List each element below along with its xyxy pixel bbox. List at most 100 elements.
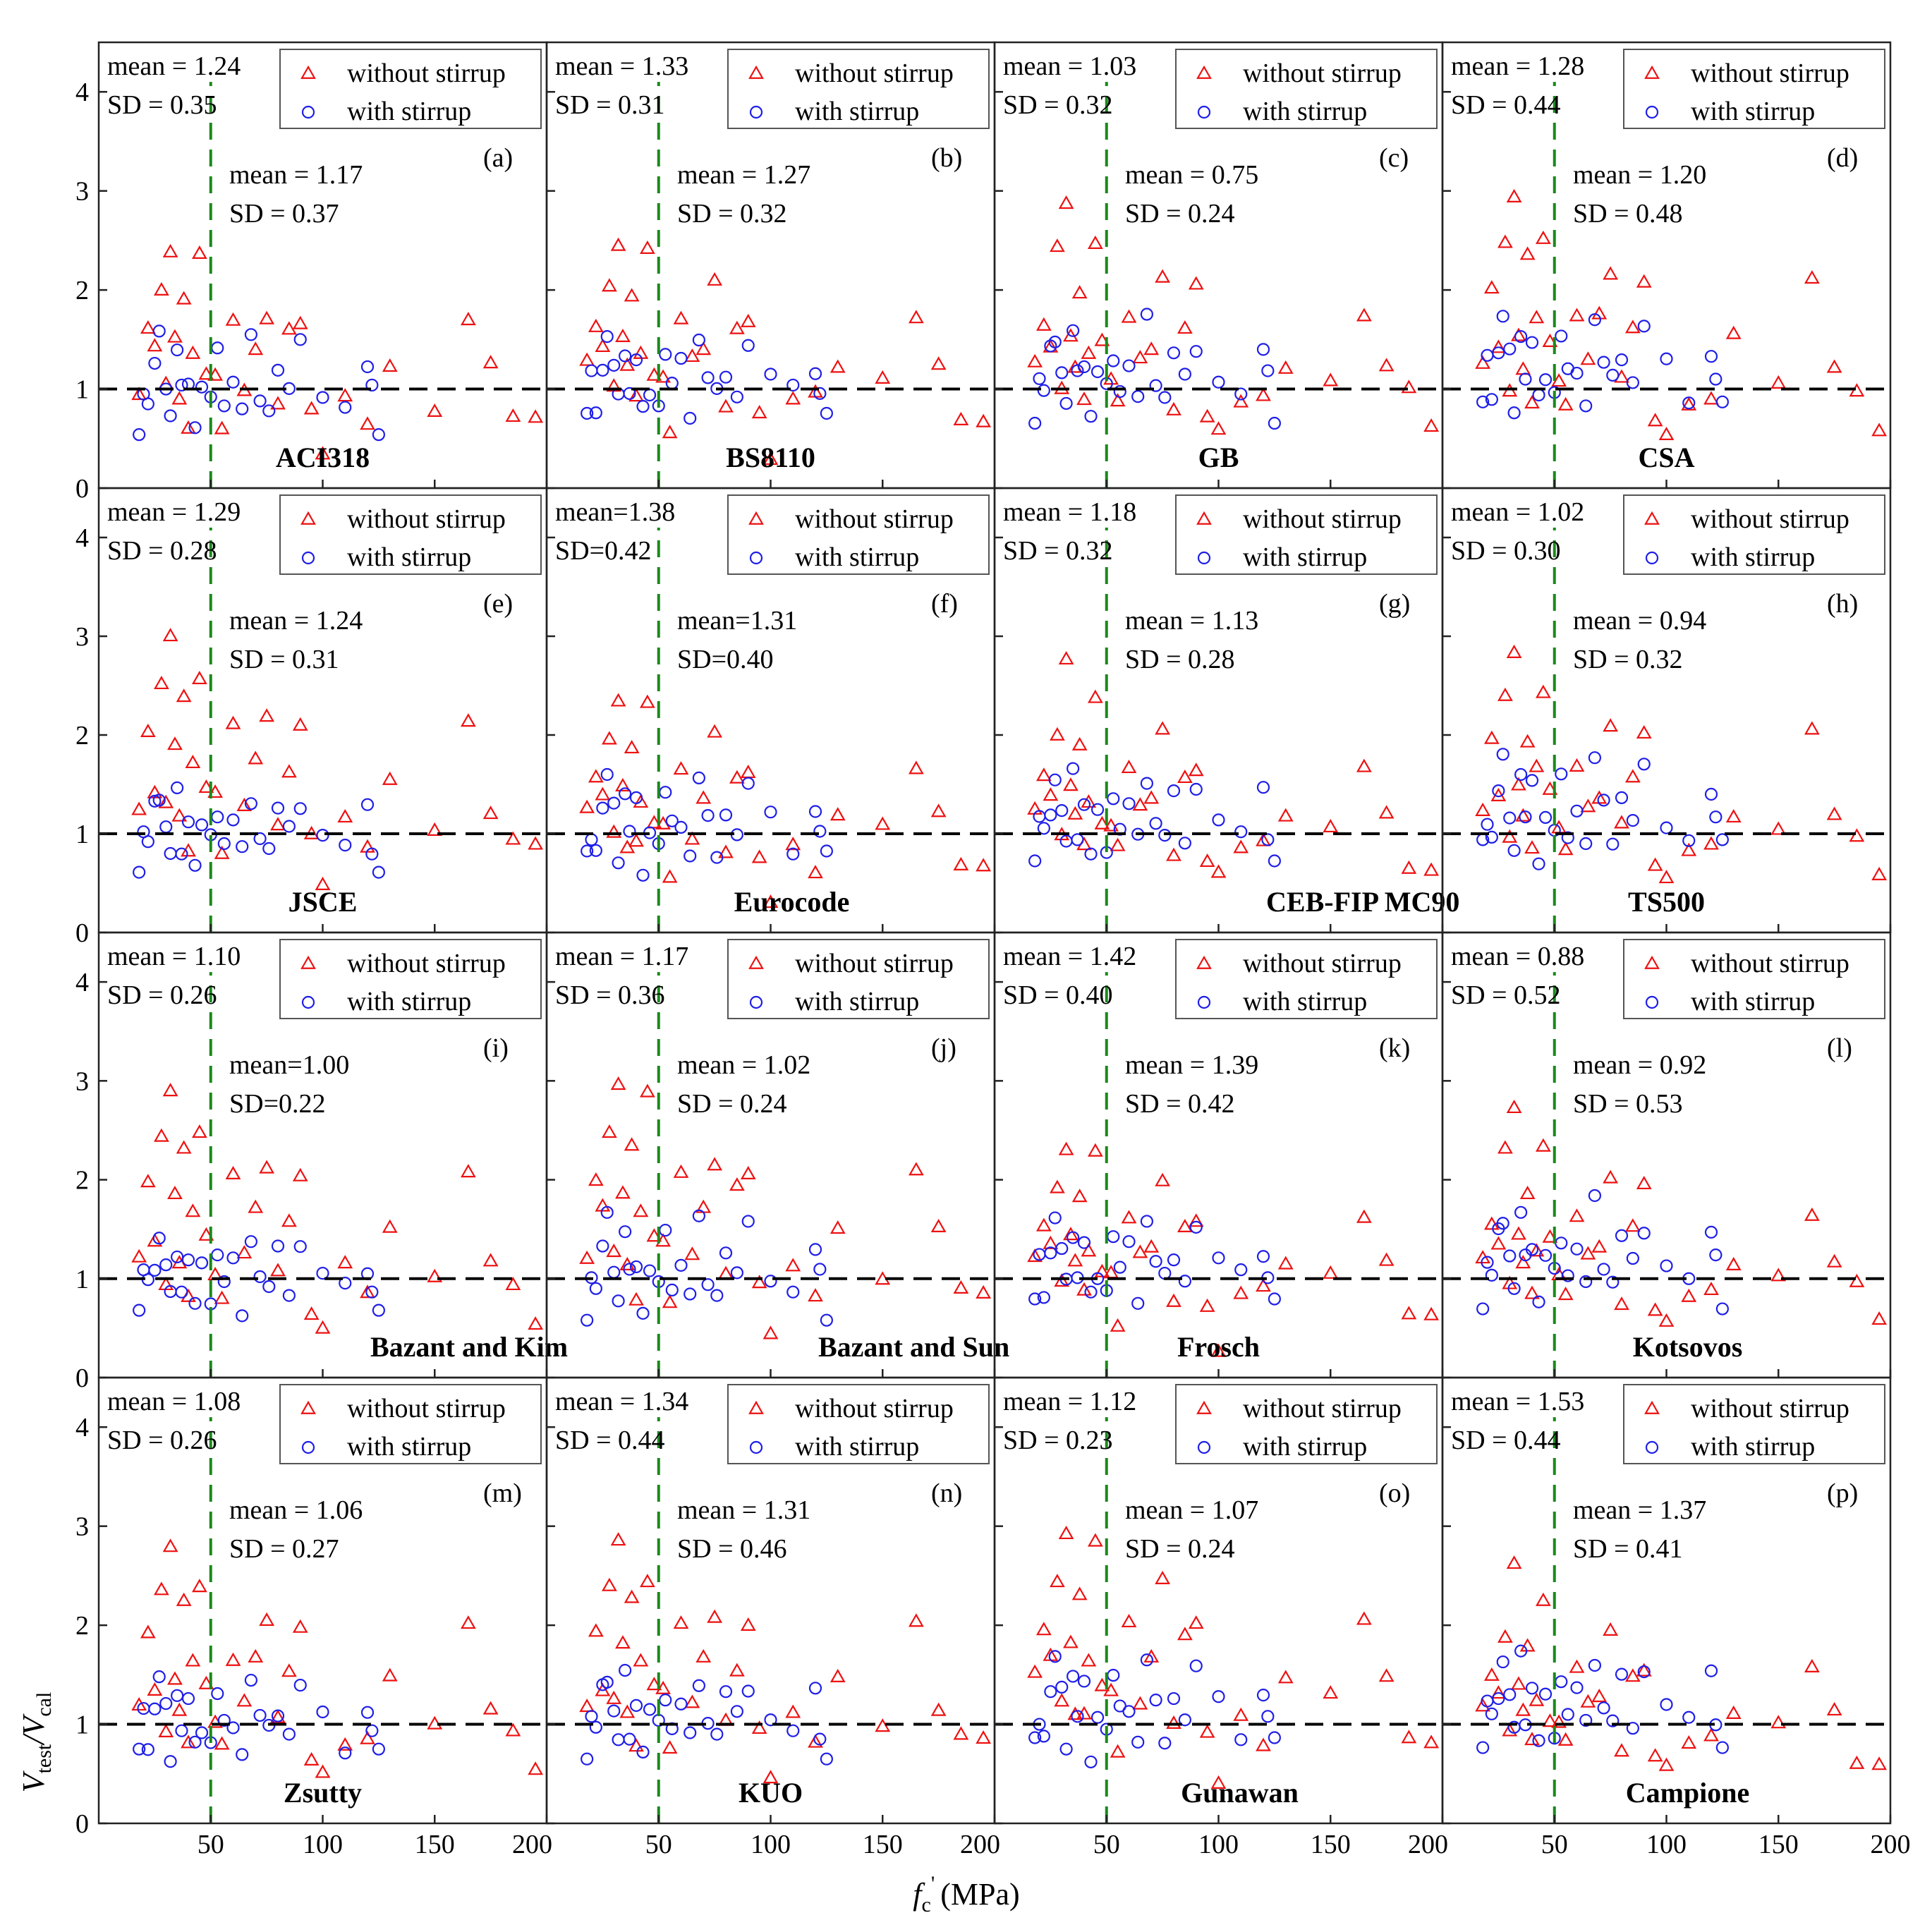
without-stirrup-point [1050,1574,1065,1588]
with-stirrup-point [1261,1710,1275,1723]
with-stirrup-point [293,333,307,346]
with-stirrup-point [1507,406,1521,420]
with-stirrup-point [1597,356,1610,369]
without-stirrup-point [482,806,499,820]
without-stirrup-point [482,1253,499,1267]
without-stirrup-point [1475,355,1491,369]
without-stirrup-point [1647,1302,1663,1316]
axis-annotations: Vtest/Vcal fc' (MPa) [16,1692,1020,1916]
without-stirrup-point [953,411,969,425]
without-stirrup-point [1256,387,1271,401]
mean-with-stirrup: mean = 1.06 [229,1495,363,1525]
legend-without-stirrup: without stirrup [347,59,506,88]
with-stirrup-point [1525,1243,1539,1256]
with-stirrup-point [1140,1215,1154,1228]
without-stirrup-point [1132,1696,1148,1710]
without-stirrup-point [748,65,764,79]
plot-area [1027,650,1440,878]
without-stirrup-point [248,341,264,356]
with-stirrup-point [1256,1250,1270,1263]
without-stirrup-point [427,822,443,836]
x-tick-label: 150 [1758,1830,1799,1859]
without-stirrup-point [1826,1701,1842,1716]
panel-e: 0 1 2 3 4 mean = 1.29 SD = 0.28 without stirrup… [75,487,548,948]
without-stirrup-point [1121,1210,1137,1224]
legend-with-stirrup: with stirrup [795,97,919,126]
with-stirrup-point [137,1701,150,1715]
plot-area [1475,188,1888,441]
with-stirrup-point [1234,387,1248,401]
without-stirrup-point [748,1400,764,1414]
without-stirrup-point [281,764,297,778]
with-stirrup-point [253,394,267,408]
with-stirrup-point [1055,366,1069,379]
without-stirrup-point [1497,1629,1513,1643]
without-stirrup-point [1515,1702,1531,1716]
without-stirrup-point [748,955,764,969]
with-stirrup-point [1715,395,1729,408]
with-stirrup-point [585,1710,598,1723]
without-stirrup-point [181,843,196,857]
with-stirrup-point [1637,1665,1651,1679]
with-stirrup-point [764,367,777,381]
with-stirrup-point [581,844,594,858]
panel-j: mean = 1.17 SD = 0.36 without stirrup with … [545,931,1009,1379]
with-stirrup-point [244,797,257,810]
without-stirrup-point [1166,847,1181,861]
with-stirrup-point [1189,782,1203,796]
without-stirrup-point [1277,808,1294,822]
sd-without-stirrup: SD = 0.40 [1003,980,1113,1010]
without-stirrup-point [185,754,201,769]
plot-area [1475,644,1888,884]
with-stirrup-point [1077,1675,1091,1688]
without-stirrup-point [1580,1694,1596,1708]
with-stirrup-point [1197,551,1211,565]
with-stirrup-point [820,406,833,420]
without-stirrup-point [225,1165,241,1179]
with-stirrup-point [1048,773,1062,786]
without-stirrup-point [154,1581,169,1596]
with-stirrup-point [1606,1275,1620,1289]
without-stirrup-point [1849,828,1865,842]
without-stirrup-point [167,1185,183,1200]
without-stirrup-point [1401,1730,1417,1744]
with-stirrup-point [211,1248,224,1262]
panel-label: (k) [1379,1033,1410,1063]
without-stirrup-point [718,399,734,413]
without-stirrup-point [191,245,207,259]
without-stirrup-point [662,869,678,883]
legend-without-stirrup: without stirrup [1243,59,1402,88]
with-stirrup-point [244,1235,257,1248]
with-stirrup-point [1626,376,1639,389]
without-stirrup-point [171,808,188,822]
with-stirrup-point [360,360,375,374]
with-stirrup-point [1071,1710,1084,1723]
without-stirrup-point [1535,1138,1551,1152]
without-stirrup-point [1071,1586,1088,1600]
with-stirrup-point [141,1743,154,1756]
with-stirrup-point [1485,1268,1498,1282]
with-stirrup-point [1189,1220,1203,1234]
without-stirrup-point [1490,339,1507,353]
sd-with-stirrup: SD = 0.28 [1125,645,1235,674]
with-stirrup-point [226,1251,240,1265]
y-tick-label: 1 [75,1711,89,1740]
without-stirrup-point [1624,320,1641,334]
legend-without-stirrup: without stirrup [347,949,506,978]
without-stirrup-point [1132,797,1148,811]
without-stirrup-point [1103,1682,1119,1696]
with-stirrup-point [1044,339,1057,353]
with-stirrup-point [1561,1708,1574,1721]
with-stirrup-point [1615,1229,1629,1242]
without-stirrup-point [1081,1243,1097,1257]
with-stirrup-point [741,777,755,790]
mean-without-stirrup: mean = 1.29 [107,497,241,527]
panel-label: (a) [483,143,513,173]
without-stirrup-point [633,1203,649,1217]
without-stirrup-point [427,1268,443,1282]
without-stirrup-point [382,1667,398,1682]
without-stirrup-point [1725,1256,1742,1270]
without-stirrup-point [191,1579,207,1593]
with-stirrup-point [623,825,636,838]
without-stirrup-point [930,356,947,370]
